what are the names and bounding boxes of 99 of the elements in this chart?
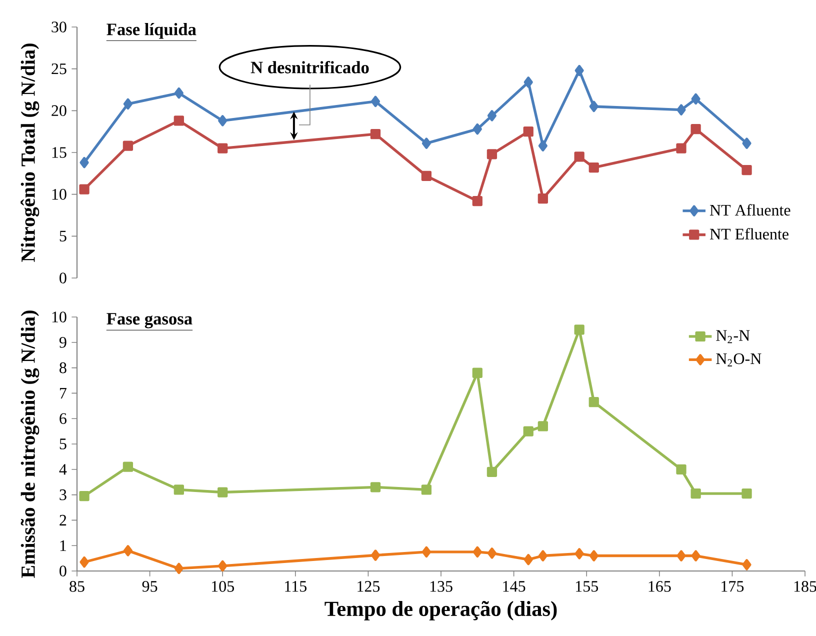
y-axis-title: Nitrogênio Total (g N/dia): [20, 44, 40, 262]
point: [676, 550, 686, 562]
point: [79, 184, 90, 194]
point: [370, 129, 381, 140]
point: [472, 368, 482, 378]
point: [589, 100, 598, 112]
point: [690, 124, 701, 134]
x-tick-label: 155: [576, 581, 598, 592]
x-tick-label: 95: [142, 581, 158, 592]
point: [690, 488, 701, 499]
x-tick-label: 85: [70, 581, 84, 592]
chart-title: Fase gasosa: [106, 313, 192, 328]
x-tick-label: 145: [503, 581, 526, 592]
point: [676, 143, 686, 154]
y-tick-label: 4: [59, 464, 67, 475]
point: [422, 546, 431, 558]
y-tick-label: 10: [52, 312, 66, 322]
point: [174, 87, 184, 99]
x-tick-label: 165: [648, 581, 671, 592]
point: [574, 64, 584, 76]
point: [538, 550, 548, 562]
point: [742, 559, 752, 570]
y-axis-title: Emissão de nitrogênio (g N/dia): [20, 310, 40, 578]
y-tick-label: 20: [52, 105, 66, 116]
point: [589, 550, 598, 562]
point: [574, 324, 584, 335]
legend-label: N$_{2}$O-N: [716, 353, 762, 366]
point: [122, 140, 134, 151]
x-axis-title: Tempo de operação (dias): [324, 600, 557, 620]
point: [80, 156, 89, 168]
point: [742, 165, 752, 176]
legend-label: N$_{2}$-N: [716, 330, 750, 344]
point: [538, 421, 548, 432]
point: [472, 546, 482, 558]
y-tick-label: 3: [60, 489, 66, 500]
point: [691, 550, 700, 562]
point: [538, 193, 548, 204]
point: [174, 562, 184, 574]
y-tick-label: 5: [60, 230, 66, 242]
point: [742, 488, 752, 499]
point: [218, 143, 228, 154]
point: [538, 140, 548, 152]
point: [523, 426, 534, 436]
y-tick-label: 10: [52, 188, 66, 200]
y-tick-label: 5: [60, 438, 66, 450]
point: [676, 464, 686, 474]
point: [472, 196, 482, 206]
point: [742, 138, 752, 149]
y-tick-label: 25: [52, 63, 66, 74]
x-tick-label: 185: [794, 581, 816, 592]
point: [486, 466, 498, 478]
legend-label: NT Efluente: [710, 228, 788, 240]
point: [174, 116, 184, 126]
chart-title: Fase líquida: [106, 23, 196, 39]
x-tick-label: 175: [722, 581, 744, 592]
point: [370, 550, 380, 561]
y-tick-label: 7: [60, 388, 66, 398]
point: [80, 556, 89, 568]
point: [370, 96, 380, 108]
point: [487, 110, 496, 122]
point: [524, 76, 533, 88]
y-tick-label: 9: [59, 337, 66, 348]
x-tick-label: 115: [285, 581, 306, 592]
y-tick-label: 6: [60, 413, 66, 424]
point: [486, 149, 498, 160]
point: [524, 554, 533, 566]
point: [574, 152, 584, 162]
point: [122, 462, 134, 472]
point: [370, 482, 381, 492]
point: [588, 397, 599, 408]
point: [79, 491, 90, 502]
point: [472, 123, 482, 135]
legend-label: NT Afluente: [710, 204, 790, 216]
point: [421, 170, 432, 181]
y-tick-label: 0: [60, 272, 66, 284]
x-tick-label: 135: [430, 581, 452, 592]
y-tick-label: 2: [60, 514, 66, 526]
y-tick-label: 1: [60, 540, 66, 551]
point: [174, 484, 184, 495]
point: [487, 548, 496, 559]
point: [676, 104, 686, 116]
point: [123, 545, 132, 556]
y-tick-label: 0: [60, 566, 66, 576]
point: [218, 115, 228, 126]
point: [574, 548, 584, 560]
point: [218, 487, 228, 498]
y-tick-label: 15: [52, 147, 66, 158]
y-tick-label: 30: [52, 22, 66, 32]
point: [421, 484, 432, 495]
x-tick-label: 125: [358, 581, 380, 592]
point: [422, 138, 431, 149]
y-tick-label: 8: [60, 362, 66, 374]
point: [588, 162, 599, 173]
point: [523, 126, 534, 137]
x-tick-label: 105: [212, 581, 234, 592]
point: [218, 560, 228, 572]
annotation: N desnitrificado: [250, 60, 369, 74]
point: [691, 93, 700, 105]
point: [123, 98, 132, 110]
